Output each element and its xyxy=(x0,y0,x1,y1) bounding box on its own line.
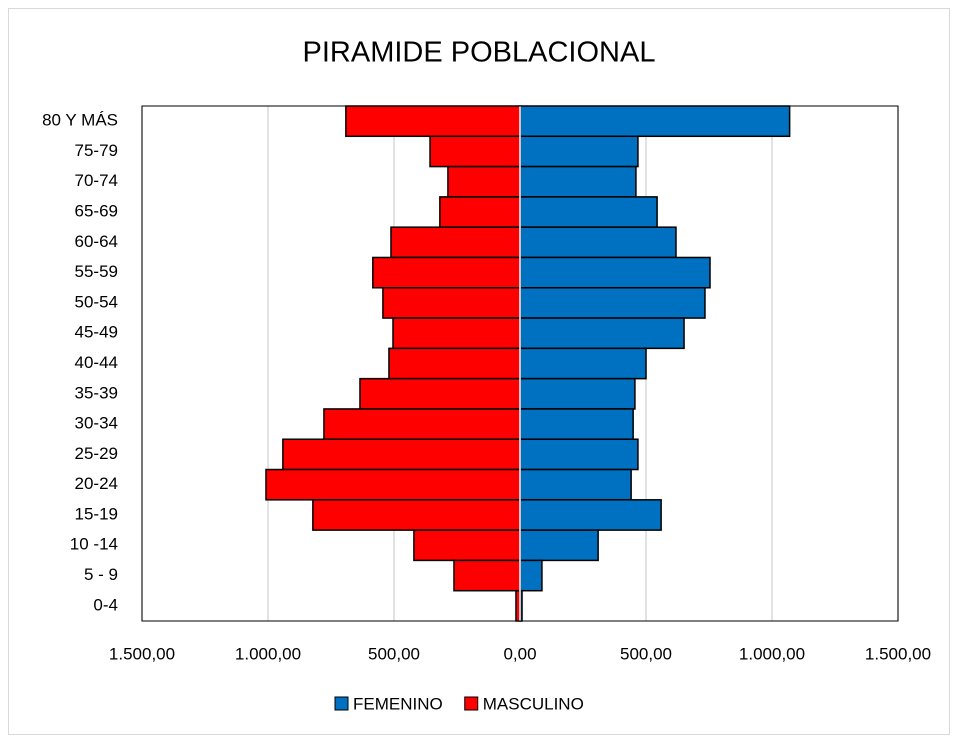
bar xyxy=(519,559,543,592)
y-tick-label: 50-54 xyxy=(75,292,118,311)
x-tick-label: 1.500,00 xyxy=(865,644,931,663)
bar xyxy=(388,347,521,380)
y-tick-label: 65-69 xyxy=(75,202,118,221)
chart-title: PIRAMIDE POBLACIONAL xyxy=(303,37,656,69)
bar xyxy=(282,438,521,471)
x-tick-label: 1.000,00 xyxy=(739,644,805,663)
bar xyxy=(312,499,521,531)
bar xyxy=(265,468,521,501)
bar xyxy=(382,287,521,319)
y-tick-label: 55-59 xyxy=(75,262,118,281)
bar xyxy=(323,408,521,440)
y-tick-label: 70-74 xyxy=(75,171,118,190)
bar xyxy=(519,317,685,350)
y-tick-label: 75-79 xyxy=(75,141,118,160)
legend-label: MASCULINO xyxy=(483,694,584,713)
bar xyxy=(359,377,521,410)
bar xyxy=(345,105,521,138)
bar xyxy=(429,135,521,168)
bar xyxy=(453,559,521,592)
y-tick-label: 80 Y MÁS xyxy=(42,111,118,130)
bar xyxy=(519,165,637,198)
x-tick-label: 1.000,00 xyxy=(235,644,301,663)
legend-swatch xyxy=(464,696,479,711)
bar xyxy=(519,529,599,562)
bar xyxy=(439,196,521,228)
plot-frame xyxy=(141,105,899,622)
y-tick-label: 35-39 xyxy=(75,383,118,402)
bar xyxy=(392,317,521,350)
y-tick-label: 60-64 xyxy=(75,232,118,251)
legend-label: FEMENINO xyxy=(353,694,443,713)
y-tick-label: 40-44 xyxy=(75,353,118,372)
x-tick-label: 1.500,00 xyxy=(109,644,175,663)
y-tick-label: 30-34 xyxy=(75,414,118,433)
x-tick-label: 500,00 xyxy=(620,644,672,663)
x-tick-label: 0,00 xyxy=(503,644,536,663)
bar xyxy=(519,105,791,138)
bar xyxy=(519,226,677,259)
y-tick-label: 45-49 xyxy=(75,323,118,342)
bar xyxy=(447,165,521,198)
bar xyxy=(372,256,521,289)
x-tick-label: 500,00 xyxy=(368,644,420,663)
y-tick-label: 20-24 xyxy=(75,474,118,493)
bar xyxy=(519,377,636,410)
legend-swatch xyxy=(334,696,349,711)
y-tick-label: 5 - 9 xyxy=(84,565,118,584)
y-tick-label: 10 -14 xyxy=(70,535,118,554)
y-tick-label: 15-19 xyxy=(75,504,118,523)
bar xyxy=(519,468,632,501)
bar xyxy=(413,529,521,562)
y-tick-label: 0-4 xyxy=(93,595,118,614)
bar xyxy=(519,135,639,168)
bar xyxy=(519,347,647,380)
bar xyxy=(519,438,639,471)
bar xyxy=(519,256,711,289)
bar xyxy=(390,226,521,259)
bar xyxy=(519,196,658,228)
bar xyxy=(519,408,634,440)
y-tick-label: 25-29 xyxy=(75,444,118,463)
bar xyxy=(519,287,706,319)
bar xyxy=(519,499,662,531)
